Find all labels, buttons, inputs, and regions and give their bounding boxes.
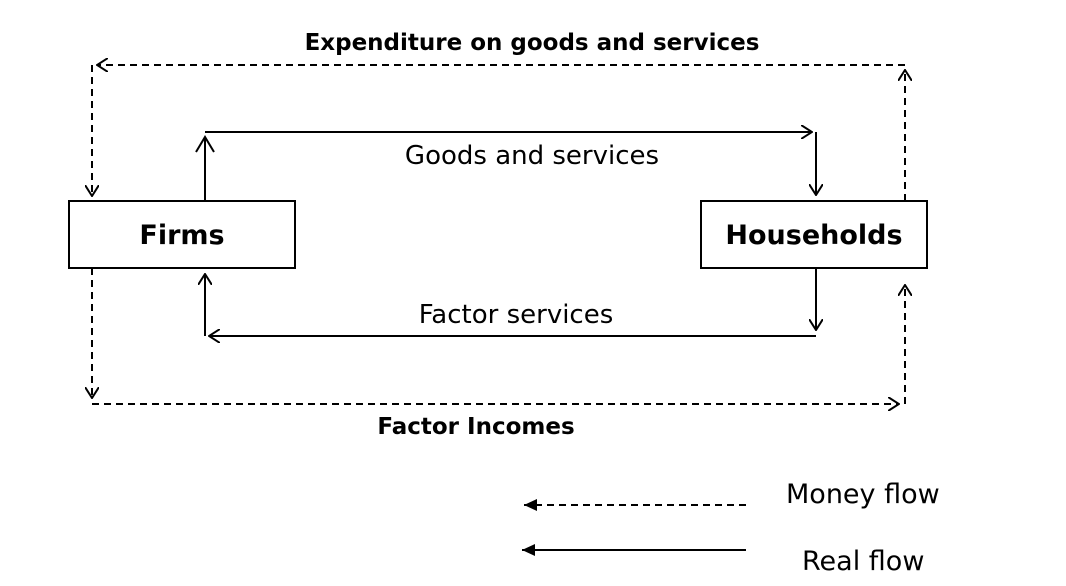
factor-incomes-label: Factor Incomes [377,414,574,440]
firms-label: Firms [139,220,224,251]
legend-real-flow-label: Real flow [802,546,924,577]
factor-services-label: Factor services [419,300,614,330]
legend-money-flow-label: Money flow [786,479,940,510]
households-label: Households [725,220,902,251]
households-box [700,200,928,269]
goods-services-label: Goods and services [405,141,659,171]
households-node: Households [700,200,928,269]
firms-node: Firms [68,200,296,269]
firms-box [68,200,296,269]
goods-services-arrowhead-firms [195,135,215,153]
expenditure-label: Expenditure on goods and services [305,30,760,56]
legend: Money flow Real flow [522,479,940,577]
